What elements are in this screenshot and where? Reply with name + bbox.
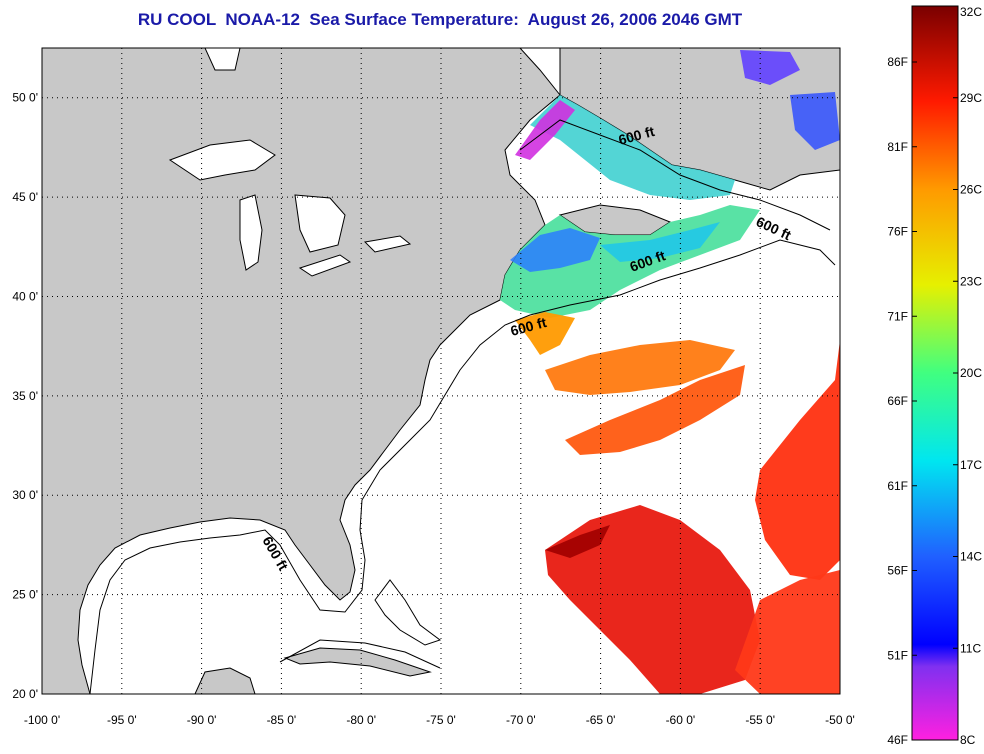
colorbar-fahrenheit-labels: 86F 81F 76F 71F 66F 61F 56F 51F 46F bbox=[887, 55, 917, 747]
longitude-tick-label: -65 0' bbox=[586, 713, 616, 727]
map-gridlines bbox=[42, 48, 840, 694]
longitude-tick-label: -90 0' bbox=[187, 713, 217, 727]
map-panel: 600 ft 600 ft 600 ft 600 ft 600 ft bbox=[42, 48, 840, 694]
colorbar-fahrenheit-label: 76F bbox=[887, 225, 908, 239]
colorbar-fahrenheit-label: 86F bbox=[887, 55, 908, 69]
hudson-bay-inlet bbox=[204, 48, 241, 71]
latitude-tick-label: 30 0' bbox=[12, 488, 38, 502]
great-lake-superior bbox=[168, 139, 276, 181]
great-lake-michigan bbox=[239, 194, 263, 271]
colorbar-celsius-label: 23C bbox=[960, 274, 982, 288]
great-lake-ontario bbox=[363, 235, 412, 253]
colorbar-fahrenheit-label: 56F bbox=[887, 564, 908, 578]
colorbar-celsius-label: 14C bbox=[960, 550, 982, 564]
colorbar-celsius-label: 11C bbox=[960, 641, 981, 655]
colorbar-fahrenheit-label: 81F bbox=[887, 140, 908, 154]
sst-dark-red-core bbox=[545, 525, 610, 558]
longitude-tick-label: -60 0' bbox=[666, 713, 696, 727]
land-north-america bbox=[42, 48, 561, 694]
latitude-tick-label: 25 0' bbox=[12, 588, 38, 602]
latitude-tick-label: 50 0' bbox=[12, 91, 38, 105]
colorbar-celsius-label: 20C bbox=[960, 366, 982, 380]
sst-cyan-band bbox=[600, 222, 720, 262]
cuba-shelf bbox=[279, 639, 441, 669]
sst-blue-labrador bbox=[790, 92, 840, 150]
colorbar-celsius-label: 29C bbox=[960, 91, 982, 105]
longitude-tick-label: -75 0' bbox=[426, 713, 456, 727]
colorbar-fahrenheit-label: 46F bbox=[887, 733, 908, 747]
colorbar-fahrenheit-label: 71F bbox=[887, 309, 908, 323]
sst-warm-patch-2 bbox=[565, 365, 745, 455]
colorbar-celsius-label: 26C bbox=[960, 183, 982, 197]
latitude-tick-label: 35 0' bbox=[12, 389, 38, 403]
sst-warm-patch-1 bbox=[545, 340, 735, 395]
sst-magenta-patch bbox=[515, 100, 575, 160]
longitude-axis: -100 0' -95 0' -90 0' -85 0' -80 0' -75 0' -70… bbox=[24, 713, 855, 727]
latitude-tick-label: 45 0' bbox=[12, 190, 38, 204]
longitude-tick-label: -55 0' bbox=[745, 713, 775, 727]
latitude-axis: 20 0' 25 0' 30 0' 35 0' 40 0' 45 0' 50 0' bbox=[12, 91, 38, 701]
bathymetry-600ft-contour-north bbox=[519, 119, 831, 231]
land-yucatan bbox=[194, 667, 256, 694]
longitude-tick-label: -100 0' bbox=[24, 713, 60, 727]
longitude-tick-label: -85 0' bbox=[267, 713, 297, 727]
land-cuba bbox=[283, 647, 432, 677]
great-lake-erie bbox=[298, 254, 352, 277]
sst-blue-band bbox=[510, 228, 600, 272]
longitude-tick-label: -95 0' bbox=[107, 713, 137, 727]
latitude-tick-label: 40 0' bbox=[12, 289, 38, 303]
longitude-tick-label: -50 0' bbox=[825, 713, 855, 727]
bathymetry-600ft-contour bbox=[89, 239, 836, 694]
sst-orange-front bbox=[515, 312, 575, 355]
sst-warm-patch-3 bbox=[755, 340, 840, 580]
colorbar-celsius-label: 17C bbox=[960, 458, 982, 472]
colorbar-celsius-label: 32C bbox=[960, 5, 982, 19]
sst-warm-patch-5 bbox=[735, 570, 840, 694]
latitude-tick-label: 20 0' bbox=[12, 687, 38, 701]
colorbar bbox=[911, 5, 959, 741]
colorbar-celsius-label: 8C bbox=[960, 733, 976, 747]
longitude-tick-label: -80 0' bbox=[346, 713, 376, 727]
great-lake-huron bbox=[294, 194, 346, 253]
colorbar-celsius-labels: 32C 29C 26C 23C 20C 17C 14C 11C 8C bbox=[953, 5, 982, 747]
bahamas-banks bbox=[374, 579, 442, 646]
colorbar-fahrenheit-label: 61F bbox=[887, 479, 908, 493]
sst-warm-patch-4 bbox=[545, 505, 760, 694]
longitude-tick-label: -70 0' bbox=[506, 713, 536, 727]
colorbar-fahrenheit-label: 66F bbox=[887, 394, 908, 408]
map-frame bbox=[41, 47, 841, 695]
sst-purple-patch bbox=[740, 50, 800, 85]
map-title: RU COOL NOAA-12 Sea Surface Temperature:… bbox=[137, 10, 743, 29]
colorbar-fahrenheit-label: 51F bbox=[887, 648, 908, 662]
